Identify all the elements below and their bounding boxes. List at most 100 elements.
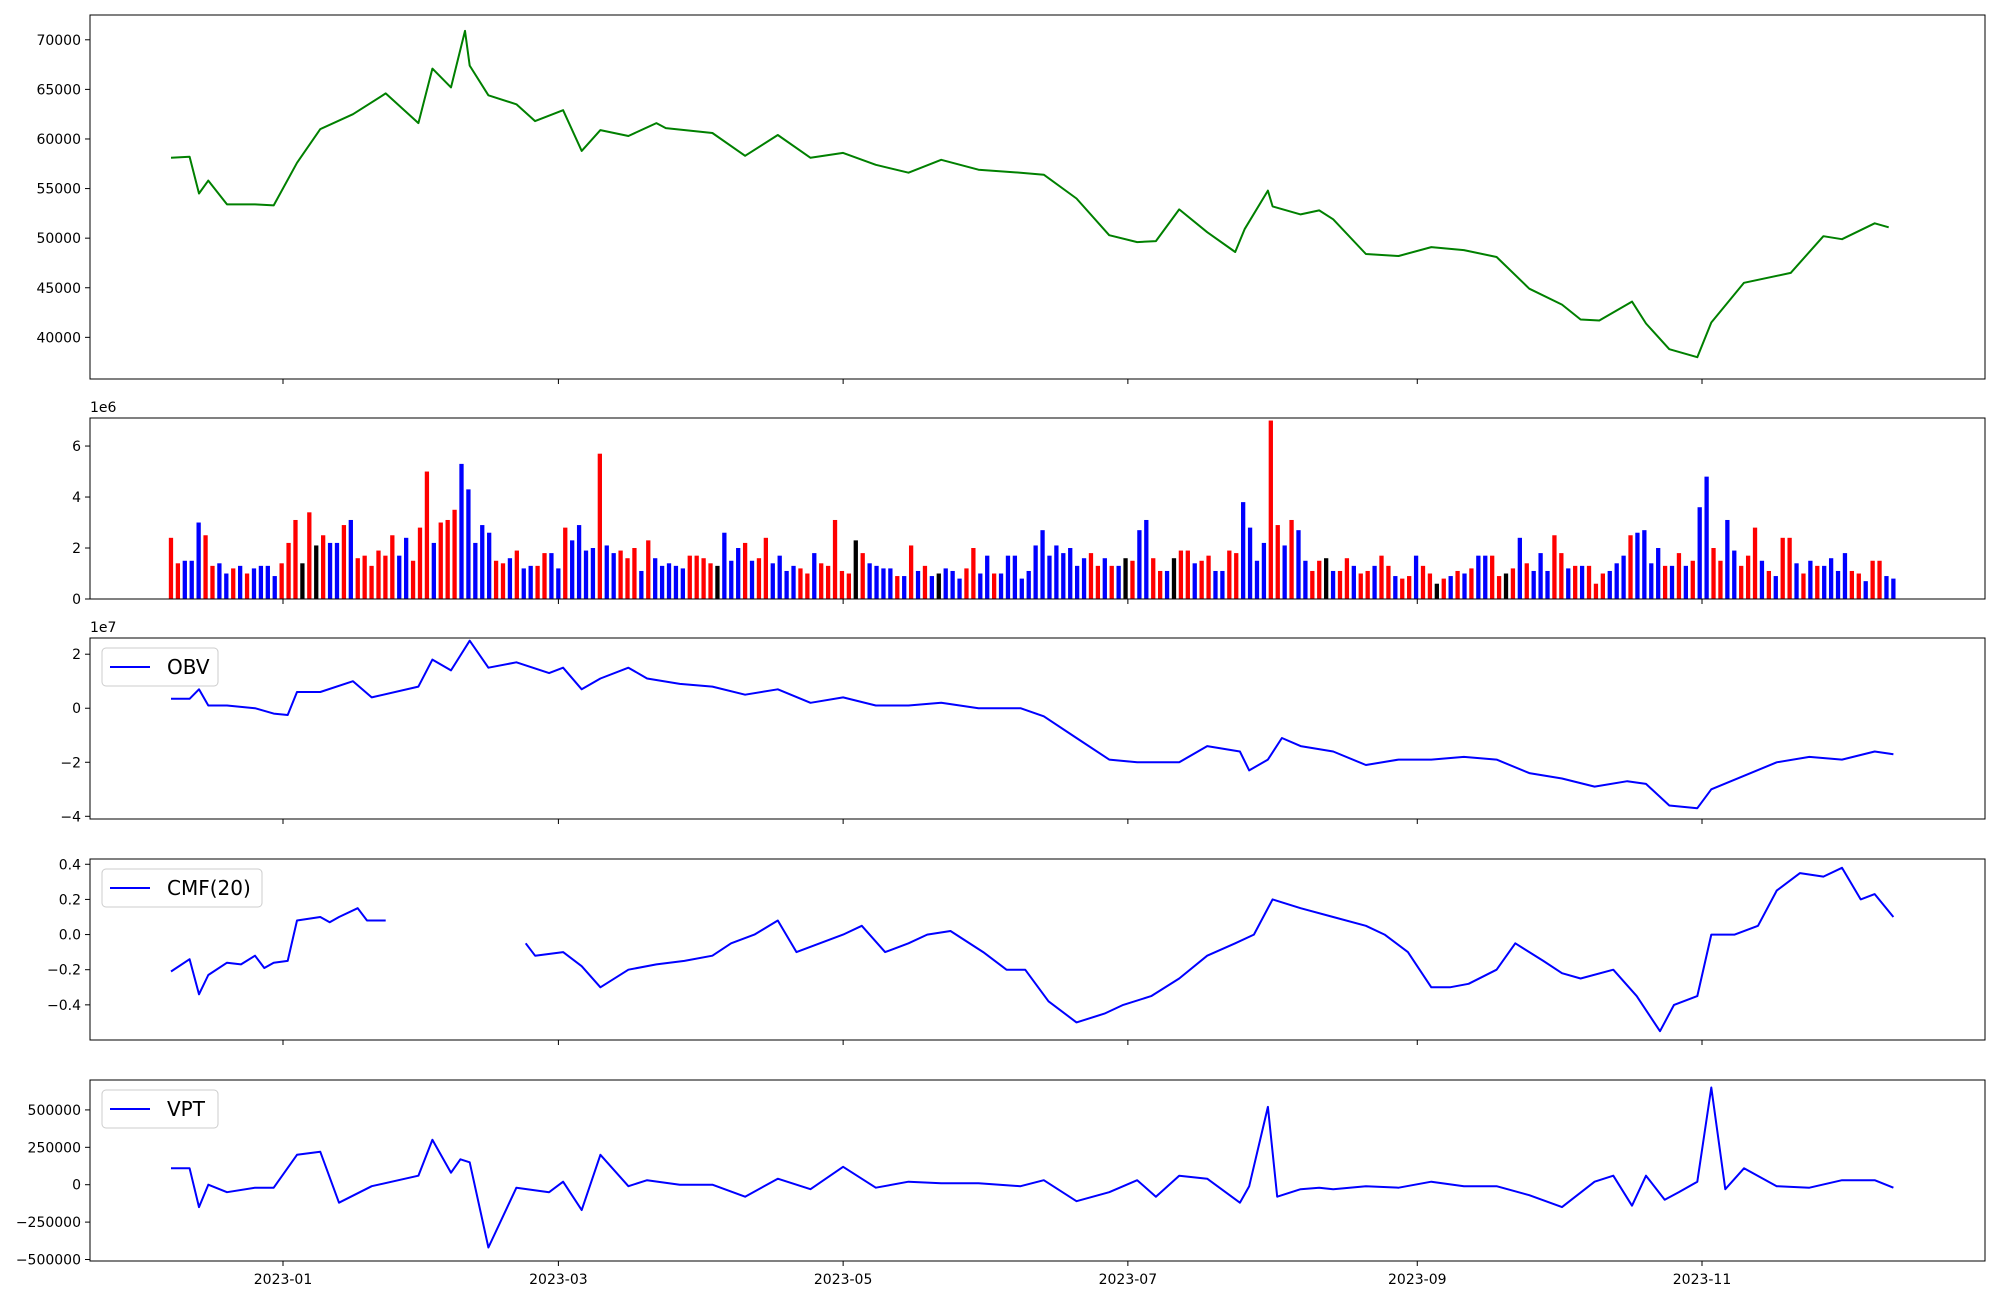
volume-bar	[1040, 530, 1045, 599]
volume-bar	[646, 540, 651, 599]
volume-bar	[950, 570, 955, 599]
obv-ytick-label: −4	[60, 809, 81, 825]
volume-bar	[1033, 545, 1038, 599]
volume-bar	[1310, 570, 1315, 599]
cmf-ytick-label: −0.2	[47, 963, 81, 979]
price-ytick-label: 50000	[36, 231, 81, 247]
volume-bar	[902, 576, 907, 599]
volume-bar	[1573, 565, 1578, 599]
volume-bar	[1752, 527, 1758, 599]
volume-bar	[1510, 568, 1516, 599]
volume-bar	[1662, 565, 1668, 599]
volume-bar	[1199, 560, 1204, 599]
volume-bar	[431, 542, 436, 599]
volume-bar	[715, 565, 720, 599]
volume-bar	[1669, 565, 1675, 599]
price-line	[170, 29, 1889, 359]
volume-bar	[1780, 537, 1785, 599]
volume-bar	[846, 573, 852, 599]
volume-bar	[1801, 573, 1806, 599]
volume-bar	[791, 565, 796, 599]
cmf-ytick-label: −0.4	[47, 998, 81, 1014]
volume-bar	[390, 535, 395, 599]
volume-bar	[1413, 555, 1419, 599]
volume-bar	[1261, 542, 1267, 599]
volume-bar	[881, 568, 886, 599]
volume-bar	[1206, 555, 1211, 599]
volume-bar	[1241, 502, 1246, 599]
volume-bar	[286, 542, 291, 599]
volume-bar	[445, 519, 450, 599]
volume-bar	[334, 542, 340, 599]
price-ytick-label: 40000	[36, 330, 81, 346]
volume-bar	[1545, 570, 1550, 599]
volume-bar	[1745, 555, 1751, 599]
volume-bar	[1739, 565, 1744, 599]
volume-ytick-label: 0	[72, 592, 81, 608]
price-ytick-label: 65000	[36, 82, 81, 98]
volume-bar	[341, 525, 347, 599]
volume-bar	[1766, 570, 1772, 599]
volume-bar	[397, 555, 402, 599]
volume-bar	[1856, 573, 1861, 599]
volume-bar	[314, 545, 319, 599]
volume-bar	[1635, 532, 1640, 599]
volume-bar	[1822, 565, 1827, 599]
volume-bar	[957, 578, 962, 599]
volume-bar	[1254, 560, 1260, 599]
volume-bar	[756, 558, 762, 599]
volume-bar	[251, 568, 257, 599]
volume-bar	[1891, 578, 1896, 599]
volume-panel: 0 2 4 6 1e6	[72, 400, 1986, 608]
volume-bar	[722, 532, 727, 599]
volume-bar	[1047, 555, 1052, 599]
volume-bar	[224, 573, 229, 599]
vpt-panel: −500000 −250000 0 250000 500000 2023-01 2023-0…	[16, 1079, 1986, 1288]
volume-bar	[1358, 573, 1363, 599]
volume-bar	[542, 553, 547, 599]
volume-bar	[1455, 570, 1460, 599]
volume-bar	[839, 570, 845, 599]
volume-bar	[1614, 563, 1619, 599]
xtick-label: 2023-05	[814, 1272, 873, 1288]
volume-bar	[1490, 555, 1495, 599]
volume-bar	[742, 542, 748, 599]
volume-bar	[1448, 576, 1453, 599]
volume-bar	[687, 555, 692, 599]
volume-bar	[265, 565, 270, 599]
volume-bar	[1151, 558, 1156, 599]
obv-ytick-label: 2	[72, 647, 81, 663]
volume-bar	[1711, 548, 1716, 599]
volume-bar	[493, 560, 499, 599]
volume-bar	[659, 565, 665, 599]
cmf-legend	[101, 868, 263, 908]
volume-bar	[1579, 565, 1585, 599]
volume-bar	[1171, 558, 1177, 599]
volume-bar	[1227, 550, 1232, 599]
volume-bar	[1123, 558, 1128, 599]
volume-bar	[653, 558, 658, 599]
cmf-axes-frame	[89, 858, 1986, 1041]
volume-bar	[632, 548, 637, 599]
volume-bar	[1794, 563, 1799, 599]
volume-bar	[383, 555, 388, 599]
volume-bar	[182, 560, 187, 599]
volume-bar	[1393, 576, 1398, 599]
volume-bar	[549, 553, 554, 599]
volume-bar	[1524, 563, 1529, 599]
volume-bar	[1725, 519, 1730, 599]
volume-bar	[1759, 560, 1765, 599]
volume-bar	[521, 568, 526, 599]
cmf-ytick-label: 0.4	[59, 857, 81, 873]
volume-bar	[1400, 578, 1405, 599]
volume-bar	[438, 522, 443, 599]
volume-bar	[452, 509, 457, 599]
volume-bar	[1068, 548, 1073, 599]
volume-bar	[231, 568, 236, 599]
volume-bar	[694, 555, 699, 599]
volume-bar	[673, 565, 679, 599]
volume-bar	[729, 560, 734, 599]
volume-bar	[1559, 553, 1564, 599]
volume-bar	[1407, 576, 1412, 599]
